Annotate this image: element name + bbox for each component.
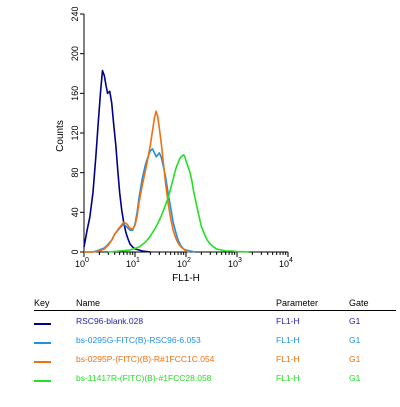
legend-name: bs-0295G-FITC(B)-RSC96-6.053 [76,334,201,345]
x-tick-mantissa: 10 [75,259,85,269]
series-line-4 [108,154,249,253]
legend-parameter: FL1-H [276,372,300,383]
x-tick-label: 104 [279,257,293,269]
legend-gate: G1 [349,353,361,364]
x-tick-exponent: 3 [238,257,242,264]
x-tick-mantissa: 10 [228,259,238,269]
legend-parameter: FL1-H [276,315,300,326]
legend-swatch [34,361,51,364]
legend-key-cell [34,311,76,331]
y-tick-label: 200 [70,46,80,61]
x-tick-label: 102 [177,257,191,269]
legend-header-name: Name [76,298,276,311]
histogram-curves [83,69,249,253]
legend-rows: RSC96-blank.028 FL1-H G1 bs-0295G-FITC(B)-R… [34,311,396,388]
y-tick-label: 0 [70,249,80,254]
legend-key-cell [34,330,76,349]
x-axis-label: FL1-H [172,273,200,284]
x-tick-exponent: 4 [289,257,293,264]
legend-header-key: Key [34,298,76,311]
legend-name: RSC96-blank.028 [76,315,144,326]
legend-table: Key Name Parameter Gate RSC96-blank.028 F… [34,298,396,387]
legend-swatch [34,380,51,383]
legend-row: bs-11417R-(FITC)(B)-#1FCC28.058 FL1-H G1 [34,368,396,387]
x-tick-exponent: 2 [187,257,191,264]
x-tick-exponent: 0 [85,257,89,264]
legend-key-cell [34,368,76,387]
y-tick-label: 160 [70,86,80,101]
legend-gate: G1 [349,372,361,383]
y-axis-label: Counts [55,120,66,152]
legend-name: bs-0295P-(FITC)(B)-R#1FCC1C.054 [76,353,215,364]
x-tick-label: 100 [75,257,89,269]
series-line-1 [83,69,151,253]
legend-gate: G1 [349,315,361,326]
y-tick-label: 40 [70,207,80,217]
legend-parameter: FL1-H [276,334,300,345]
y-tick-label: 80 [70,168,80,178]
legend-key-cell [34,349,76,368]
legend-header-row: Key Name Parameter Gate [34,298,396,311]
x-tick-mantissa: 10 [177,259,187,269]
x-ticks: 100 101 102 103 104 [75,252,293,269]
x-tick-exponent: 1 [136,257,140,264]
legend-name: bs-11417R-(FITC)(B)-#1FCC28.058 [76,372,212,383]
x-tick-mantissa: 10 [126,259,136,269]
x-tick-mantissa: 10 [279,259,289,269]
x-tick-label: 103 [228,257,242,269]
legend-row: bs-0295P-(FITC)(B)-R#1FCC1C.054 FL1-H G1 [34,349,396,368]
legend-row: bs-0295G-FITC(B)-RSC96-6.053 FL1-H G1 [34,330,396,349]
y-tick-label: 120 [70,125,80,140]
legend-header-parameter: Parameter [276,298,349,311]
legend-header-gate: Gate [349,298,396,311]
legend-row: RSC96-blank.028 FL1-H G1 [34,311,396,331]
legend-swatch [34,323,51,326]
legend-gate: G1 [349,334,361,345]
y-ticks: 0 40 80 120 160 200 240 [70,6,84,255]
legend-swatch [34,342,51,345]
legend-parameter: FL1-H [276,353,300,364]
x-tick-label: 101 [126,257,140,269]
y-tick-label: 240 [70,6,80,21]
series-line-3 [84,110,191,253]
